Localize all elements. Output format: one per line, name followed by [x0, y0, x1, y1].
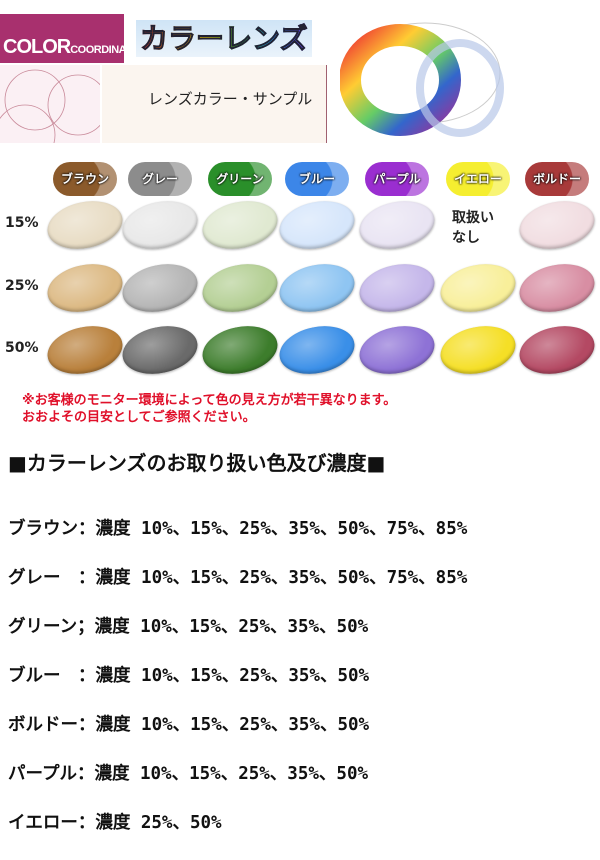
density-row: ブルー ：濃度 10%、15%、25%、35%、50%	[8, 665, 370, 686]
color-tag: イエロー	[446, 162, 510, 196]
lens-sample	[515, 257, 599, 319]
lens-sample	[355, 319, 439, 381]
color-tag: グレー	[128, 162, 192, 196]
color-wheel-image	[340, 22, 504, 137]
logo-sub: COORDINATE	[70, 44, 139, 56]
color-tag: ボルドー	[525, 162, 589, 196]
lens-sample	[118, 319, 202, 381]
lens-sample	[515, 194, 599, 256]
density-row-label: 25%	[5, 278, 39, 294]
color-tag: ブルー	[285, 162, 349, 196]
lens-sample	[118, 194, 202, 256]
lens-sample	[275, 257, 359, 319]
lens-sample	[275, 194, 359, 256]
density-row-label: 15%	[5, 215, 39, 231]
density-row: パープル：濃度 10%、15%、25%、35%、50%	[8, 763, 369, 784]
lens-sample	[118, 257, 202, 319]
sample-title: レンズカラー・サンプル	[148, 90, 313, 108]
logo-main: COLOR	[3, 36, 71, 58]
density-row: グレー ：濃度 10%、15%、25%、35%、50%、75%、85%	[8, 567, 468, 588]
lens-sample	[198, 194, 282, 256]
color-lens-banner: カラーレンズ	[136, 20, 312, 57]
sample-panel	[102, 65, 327, 143]
density-row: イエロー：濃度 25%、50%	[8, 812, 222, 833]
color-tag: グリーン	[208, 162, 272, 196]
color-tag: ブラウン	[53, 162, 117, 196]
lens-sample	[43, 319, 127, 381]
lens-sample	[198, 319, 282, 381]
lens-circles-decoration	[0, 65, 100, 143]
lens-sample	[43, 257, 127, 319]
na-line: 取扱い	[452, 210, 494, 226]
lens-sample	[436, 319, 520, 381]
monitor-note: ※お客様のモニター環境によって色の見え方が若干異なります。 おおよその目安としてご…	[22, 392, 396, 426]
density-list: ブラウン：濃度 10%、15%、25%、35%、50%、75%、85% グレー …	[8, 492, 467, 860]
density-row: グリーン；濃度 10%、15%、25%、35%、50%	[8, 616, 369, 637]
lens-sample	[43, 194, 127, 256]
density-row-label: 50%	[5, 340, 39, 356]
note-line: ※お客様のモニター環境によって色の見え方が若干異なります。	[22, 393, 397, 408]
lens-sample	[355, 194, 439, 256]
lens-sample	[436, 257, 520, 319]
density-row: ボルドー：濃度 10%、15%、25%、35%、50%	[8, 714, 370, 735]
banner-text: カラーレンズ	[139, 22, 308, 56]
lens-sample	[275, 319, 359, 381]
density-row: ブラウン：濃度 10%、15%、25%、35%、50%、75%、85%	[8, 518, 468, 539]
note-line: おおよその目安としてご参照ください。	[22, 410, 256, 425]
section-title: ■カラーレンズのお取り扱い色及び濃度■	[8, 451, 386, 475]
lens-sample	[355, 257, 439, 319]
color-coordinate-logo: COLORCOORDINATE	[0, 14, 139, 63]
na-line: なし	[452, 230, 480, 246]
lens-sample	[198, 257, 282, 319]
color-tag: パープル	[365, 162, 429, 196]
not-available-label: 取扱い なし	[452, 208, 494, 248]
lens-sample	[515, 319, 599, 381]
